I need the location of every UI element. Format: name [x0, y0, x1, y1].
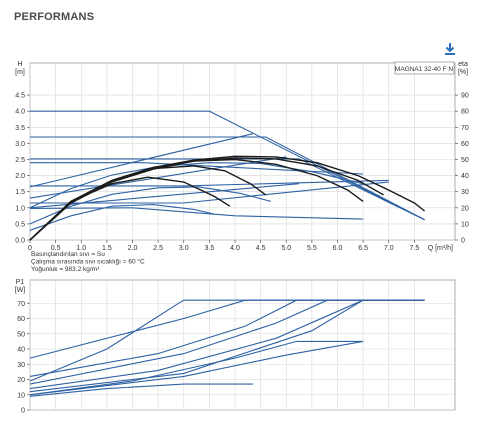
x-tick-label: 7.5 [410, 245, 420, 252]
plot-frame-head [29, 62, 456, 241]
y2-tick-label: 20 [461, 205, 469, 212]
y-axis-label: [W] [15, 287, 26, 294]
plot-frame-power [29, 279, 456, 411]
power-curve-6 [29, 340, 364, 396]
y-tick-label: 30 [17, 362, 25, 369]
y2-tick-label: 30 [461, 189, 469, 196]
y-tick-label: 3.5 [15, 125, 25, 132]
y-tick-label: 40 [17, 347, 25, 354]
head-curve-3 [29, 133, 254, 188]
x-tick-label: 2.5 [153, 245, 163, 252]
y-axis-label: P1 [16, 279, 25, 286]
page-title: PERFORMANS [14, 11, 95, 23]
y-tick-label: 20 [17, 377, 25, 384]
head-curve-17 [29, 157, 384, 241]
y2-tick-label: 40 [461, 173, 469, 180]
x-tick-label: 4.5 [256, 245, 266, 252]
head-curve-16 [29, 176, 231, 241]
model-label-box [394, 61, 455, 75]
model-label: MAGNA1 32-40 F N [395, 66, 453, 73]
fluid-note: Basınçlandırılan sıvı = Su [31, 251, 105, 258]
x-tick-label: 7.0 [384, 245, 394, 252]
x-tick-label: 6.0 [333, 245, 343, 252]
y-tick-label: 70 [17, 301, 25, 308]
x-tick-label: 5.5 [307, 245, 317, 252]
y2-axis-label: [%] [458, 69, 468, 76]
x-tick-label: 5.0 [281, 245, 291, 252]
download-icon[interactable] [443, 42, 457, 56]
y2-tick-label: 70 [461, 125, 469, 132]
power-curve-2 [29, 299, 425, 385]
y2-tick-label: 60 [461, 141, 469, 148]
fluid-note: Yoğunluk = 983.2 kg/m³ [31, 266, 100, 273]
head-curve-10 [29, 162, 364, 209]
head-curve-11 [29, 186, 272, 225]
y2-tick-label: 10 [461, 221, 469, 228]
y-tick-label: 0.5 [15, 221, 25, 228]
y-tick-label: 1.5 [15, 189, 25, 196]
power-curve-3 [29, 299, 425, 390]
y-tick-label: 2.0 [15, 173, 25, 180]
y2-tick-label: 80 [461, 109, 469, 116]
head-curve-7 [30, 179, 389, 187]
head-curve-5 [29, 183, 300, 209]
y-tick-label: 4.0 [15, 109, 25, 116]
y-tick-label: 50 [17, 331, 25, 338]
y-tick-label: 0.0 [15, 238, 25, 245]
power-curve-5 [29, 340, 364, 396]
y-tick-label: 1.0 [15, 205, 25, 212]
x-tick-label: 1.5 [102, 245, 112, 252]
x-tick-label: 1.0 [76, 245, 86, 252]
head-curve-1 [30, 136, 425, 221]
power-curve-8 [29, 299, 425, 382]
y-tick-label: 2.5 [15, 157, 25, 164]
x-tick-label: 6.5 [358, 245, 368, 252]
x-tick-label: 3.0 [179, 245, 189, 252]
y-tick-label: 0 [21, 408, 25, 415]
y-tick-label: 4.5 [15, 93, 25, 100]
head-curve-9 [29, 207, 364, 220]
y-axis-label: [m] [15, 69, 25, 76]
x-tick-label: 2.0 [128, 245, 138, 252]
x-tick-label: 3.5 [205, 245, 215, 252]
x-tick-label: 4.0 [230, 245, 240, 252]
y-tick-label: 3.0 [15, 141, 25, 148]
power-curve-7 [29, 383, 253, 397]
y2-axis-label: eta [458, 61, 468, 68]
power-curve-1 [29, 299, 425, 377]
fluid-note: Çalışma sırasında sıvı sıcaklığı = 60 °C [31, 258, 145, 266]
head-curve-4 [29, 156, 287, 199]
head-curve-2 [30, 158, 425, 221]
x-tick-label: 0 [28, 245, 32, 252]
x-tick-label: 0.5 [51, 245, 61, 252]
power-curve-0 [29, 299, 425, 359]
y-axis-label: H [17, 61, 22, 68]
power-curve-4 [29, 299, 425, 393]
head-curve-12 [29, 204, 215, 231]
y2-tick-label: 0 [461, 238, 465, 245]
head-curve-6 [30, 162, 364, 175]
y-tick-label: 10 [17, 392, 25, 399]
y2-tick-label: 90 [461, 93, 469, 100]
x-axis-label: Q [m³/h] [428, 245, 453, 252]
y-tick-label: 60 [17, 316, 25, 323]
y2-tick-label: 50 [461, 157, 469, 164]
head-curve-0 [30, 110, 425, 221]
